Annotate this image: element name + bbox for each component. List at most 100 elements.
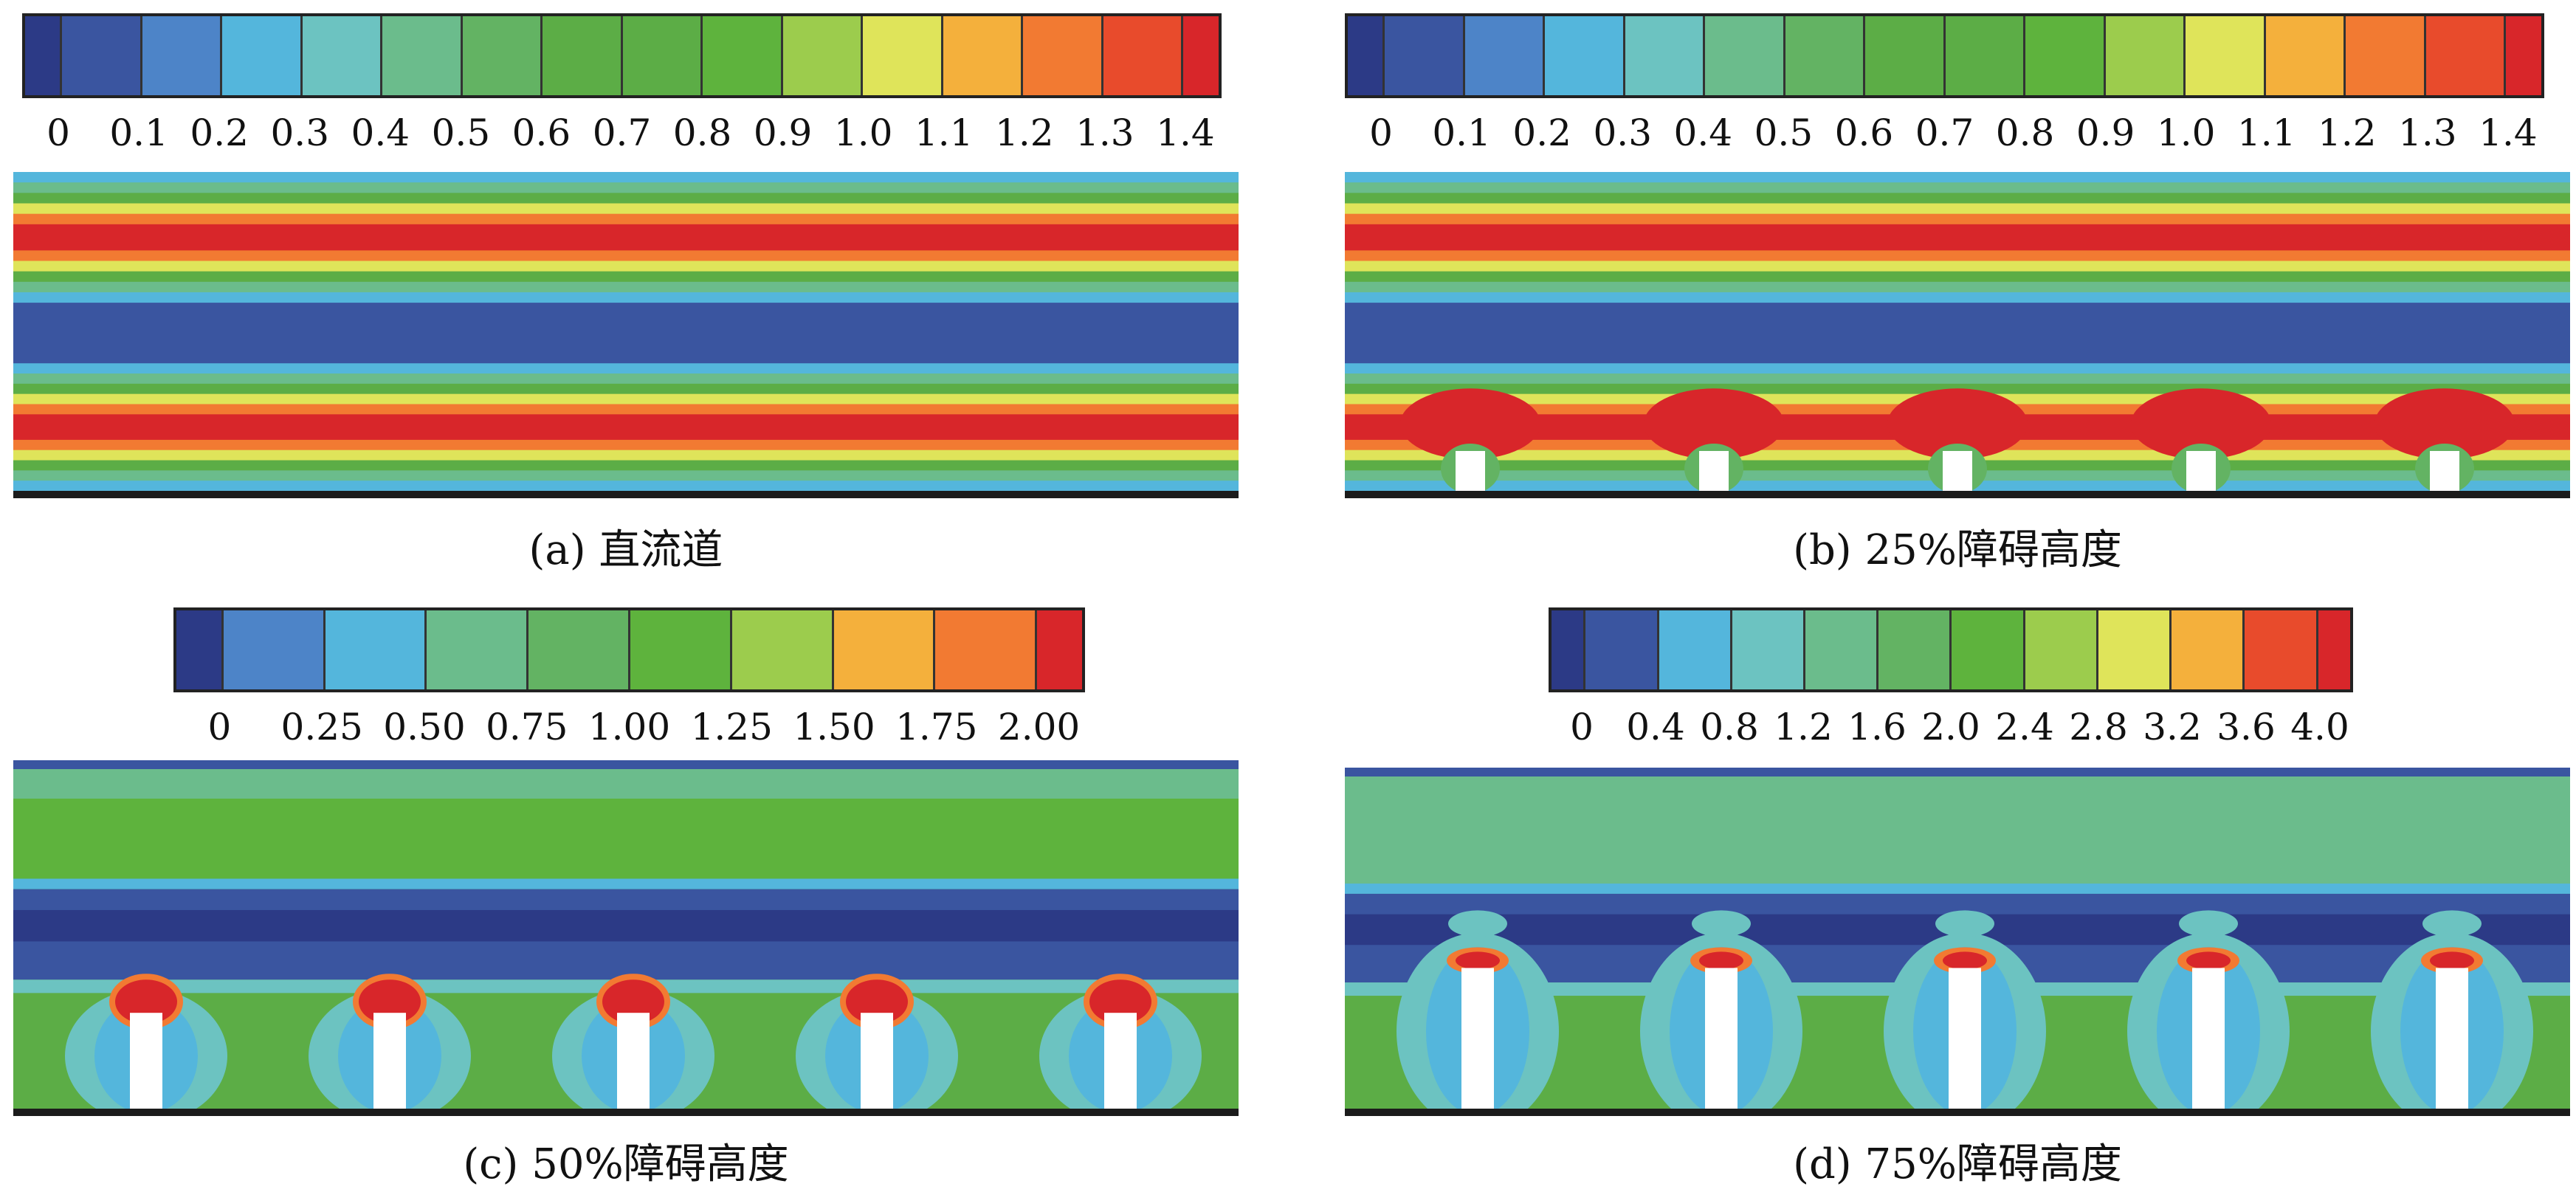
colorbar-segment [223,610,326,689]
colorbar-segment [1103,16,1184,95]
colorbar-segment [943,16,1024,95]
recirculation-zone [2374,388,2515,460]
colorbar-segment [302,16,383,95]
tick-label: 1.4 [2479,111,2538,154]
tick-label: 0.6 [1834,111,1894,154]
tick-label: 0.2 [1512,111,1571,154]
tick-label: 0.5 [431,111,491,154]
colorbar-segment [325,610,427,689]
colorbar-segment [1023,16,1103,95]
obstacle [861,1013,893,1109]
wall-layer [1345,768,2570,776]
colorbar-segment [1705,16,1785,95]
tick-label: 0.7 [1915,111,1974,154]
colorbar-d [1549,607,2353,692]
high-velocity-tip [1456,951,1500,970]
colorbar-segment [1545,16,1625,95]
caption-b: (b) 25%障碍高度 [1793,526,2122,574]
obstacle [617,1013,650,1109]
recirculation-zone [1400,388,1540,460]
colorbar-segment [731,610,834,689]
colorbar-segment [2425,16,2507,95]
colorbar-segment [1659,610,1732,689]
colorbar-segment [703,16,783,95]
tick-label: 1.4 [1156,111,1215,154]
velocity-field-d [1345,768,2570,1116]
field-plot [13,760,1239,1109]
high-velocity-tip [2186,951,2231,970]
colorbar-segment [176,610,224,689]
recirculation-zone [2179,910,2238,937]
core-low-velocity [13,909,1239,942]
colorbar-segment [2098,610,2172,689]
field-band [13,769,1239,799]
colorbar-b [1345,13,2544,98]
colorbar-segment [1952,610,2025,689]
wall-layer [13,760,1239,769]
core-low-velocity [1345,306,2570,360]
obstacle [1943,451,1972,491]
high-velocity-tip [2430,951,2474,970]
colorbar-segment [1385,16,1465,95]
tick-label: 0.3 [270,111,330,154]
core-low-velocity [13,306,1239,360]
colorbar-segment [25,16,63,95]
tick-label: 4.0 [2290,706,2349,748]
obstacle [1705,968,1738,1109]
tick-label: 0 [207,706,232,748]
tick-label: 0.25 [280,706,363,748]
tick-label: 1.0 [2156,111,2216,154]
colorbar-ticks-c: 0 0.25 0.50 0.75 1.00 1.25 1.50 1.75 2.00 [173,701,1085,753]
field-band [1345,224,2570,251]
colorbar-segment [2025,16,2106,95]
recirculation-zone [1887,388,2028,460]
colorbar-segment [1348,16,1385,95]
high-velocity-tip [846,979,908,1024]
velocity-field-c [13,760,1239,1116]
recirculation-zone [1448,910,1507,937]
colorbar-segment [1878,610,1952,689]
tick-label: 0 [1570,706,1594,748]
recirculation-zone [1692,910,1751,937]
tick-label: 0.1 [1432,111,1491,154]
tick-label: 2.0 [1921,706,1980,748]
colorbar-segment [462,16,543,95]
obstacle [2436,968,2468,1109]
tick-label: 1.75 [895,706,978,748]
field-band [13,878,1239,889]
colorbar-segment [622,16,703,95]
wall-layer [13,485,1239,491]
tick-label: 0.3 [1593,111,1653,154]
velocity-field-b [1345,172,2570,498]
colorbar-segment [1625,16,1706,95]
field-plot [1345,172,2570,491]
colorbar-segment [935,610,1038,689]
colorbar-segment [1865,16,1946,95]
colorbar-segment [1464,16,1546,95]
tick-label: 0.5 [1754,111,1814,154]
colorbar-segment [2186,16,2266,95]
colorbar-c [173,607,1085,692]
colorbar-segment [1585,610,1659,689]
tick-label: 1.3 [2398,111,2457,154]
high-velocity-tip [1089,979,1151,1024]
tick-label: 0.1 [109,111,168,154]
tick-label: 0.75 [486,706,568,748]
obstacle [2186,451,2216,491]
tick-label: 1.2 [2318,111,2377,154]
colorbar-segment [528,610,630,689]
colorbar-segment [782,16,864,95]
colorbar-segment [1785,16,1866,95]
tick-label: 0.2 [190,111,249,154]
tick-label: 1.0 [833,111,893,154]
colorbar-segment [1183,16,1219,95]
caption-d: (d) 75%障碍高度 [1793,1140,2122,1188]
colorbar-segment [543,16,623,95]
tick-label: 3.2 [2143,706,2202,748]
tick-label: 0 [1369,111,1393,154]
colorbar-segment [427,610,529,689]
colorbar-segment [2318,610,2350,689]
colorbar-segment [2245,610,2318,689]
tick-label: 1.1 [914,111,974,154]
tick-label: 1.2 [1774,706,1833,748]
